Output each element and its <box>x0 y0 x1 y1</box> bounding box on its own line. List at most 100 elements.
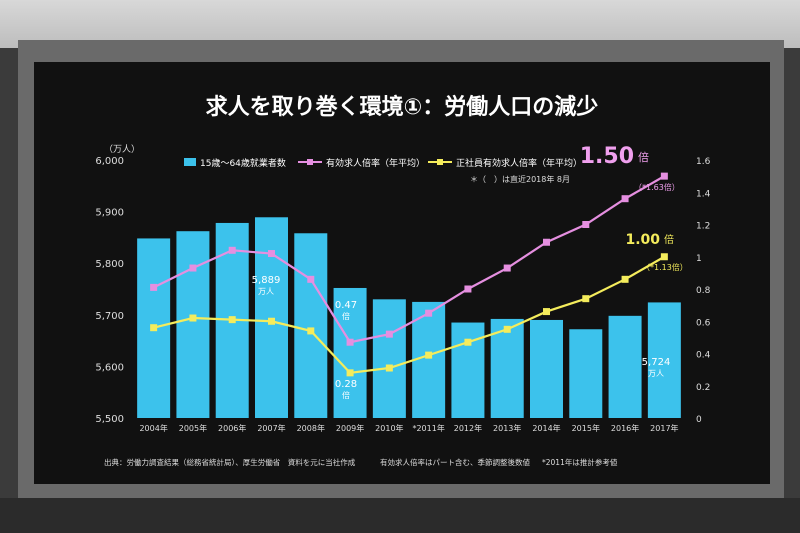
bar <box>255 217 288 418</box>
bar <box>372 299 406 418</box>
point-yellow <box>621 275 629 283</box>
right-tick-label: 1 <box>696 254 702 264</box>
x-tick-label: 2004年 <box>139 423 167 433</box>
slide-title: 求人を取り巻く環境①：労働人口の減少 <box>206 94 599 120</box>
right-tick-label: 0.6 <box>696 318 711 328</box>
right-tick-label: 0.4 <box>696 351 711 361</box>
left-tick-label: 5,700 <box>95 311 124 322</box>
point-pink <box>660 172 668 180</box>
annotation-2007-unit: 万人 <box>258 287 274 296</box>
bar <box>451 322 485 418</box>
x-tick-label: 2017年 <box>650 423 678 433</box>
annotation-yellow-end-unit: 倍 <box>664 233 674 246</box>
point-yellow <box>660 253 668 261</box>
bar <box>569 329 603 418</box>
point-pink <box>464 285 472 293</box>
legend-label-yellow: 正社員有効求人倍率（年平均） <box>456 157 582 169</box>
x-tick-label: 2009年 <box>336 423 364 433</box>
annotation-yellow-end-value: 1.00 <box>625 232 660 248</box>
point-yellow <box>268 317 275 325</box>
annotation-pink-recent: （*1.63倍） <box>634 182 680 192</box>
x-tick-label: 2015年 <box>572 423 600 433</box>
bar <box>490 318 524 418</box>
x-tick-label: 2007年 <box>257 423 285 433</box>
point-pink <box>543 238 550 246</box>
footer-source: 出典：労働力調査結果（総務省統計局）、厚生労働省 資料を元に当社作成 <box>104 457 356 467</box>
point-pink <box>582 221 590 228</box>
left-tick-label: 5,900 <box>95 208 124 219</box>
legend-label-bars: 15歳～64歳就業者数 <box>200 157 286 169</box>
legend-label-pink: 有効求人倍率（年平均） <box>326 157 425 169</box>
right-tick-label: 1.4 <box>696 189 711 199</box>
legend-swatch-bars <box>184 158 196 166</box>
point-pink <box>268 250 275 258</box>
annotation-pink-end-value: 1.50 <box>580 144 634 169</box>
point-pink <box>307 275 315 283</box>
annotation-2017-unit: 万人 <box>648 369 664 378</box>
point-pink <box>503 264 511 272</box>
annotation-pink-min-unit: 倍 <box>342 311 350 321</box>
left-axis-unit: （万人） <box>104 144 140 155</box>
left-tick-label: 5,500 <box>95 414 124 425</box>
legend-marker-pink <box>307 159 313 165</box>
annotation-pink-min-value: 0.47 <box>335 300 357 311</box>
x-tick-label: 2010年 <box>375 423 403 433</box>
right-tick-label: 1.6 <box>696 157 711 167</box>
line-yellow <box>153 255 665 375</box>
point-pink <box>189 264 197 272</box>
annotation-pink-end-unit: 倍 <box>638 150 649 164</box>
bar <box>608 315 642 418</box>
right-axis: 0 0.2 0.4 0.6 0.8 1 1.2 1.4 1.6 <box>696 157 711 425</box>
left-axis: 5,500 5,600 5,700 5,800 5,900 6,000 <box>95 156 124 425</box>
bar <box>176 231 210 418</box>
annotation-yellow-min-unit: 倍 <box>342 390 350 400</box>
point-yellow <box>346 369 354 377</box>
line-pink <box>153 175 665 344</box>
bar <box>647 302 681 418</box>
recent-note: ＊（ ）は直近2018年 8月 <box>470 174 570 184</box>
x-tick-label: 2006年 <box>218 423 246 433</box>
point-yellow <box>307 327 315 335</box>
x-tick-label: 2014年 <box>532 423 560 433</box>
x-tick-label: 2005年 <box>179 423 207 433</box>
point-yellow <box>503 325 511 333</box>
footer-note-2011: *2011年は推計参考値 <box>542 457 618 467</box>
annotation-2007-value: 5,889 <box>252 275 281 286</box>
point-pink <box>346 338 354 346</box>
right-tick-label: 0.2 <box>696 383 710 393</box>
bar <box>294 233 328 418</box>
annotation-yellow-min-value: 0.28 <box>335 379 357 390</box>
x-tick-label: 2008年 <box>297 423 325 433</box>
line-series <box>150 172 668 377</box>
bar <box>412 301 446 418</box>
room-floor <box>0 498 800 533</box>
point-yellow <box>464 338 472 346</box>
point-yellow <box>582 295 590 303</box>
footer-note-ratio: 有効求人倍率はパート含む、季節調整後数値 <box>380 457 530 467</box>
x-axis: 2004年 2005年 2006年 2007年 2008年 2009年 2010年 *2011… <box>139 423 678 433</box>
point-yellow <box>228 316 236 324</box>
bar-series <box>137 217 681 418</box>
right-tick-label: 0.8 <box>696 286 711 296</box>
point-yellow <box>385 364 393 372</box>
annotation-2017-value: 5,724 <box>642 357 671 368</box>
point-pink <box>385 330 393 338</box>
point-yellow <box>189 314 197 322</box>
x-tick-label: 2012年 <box>454 423 482 433</box>
x-tick-label: 2016年 <box>611 423 639 433</box>
legend: 15歳～64歳就業者数 有効求人倍率（年平均） 正社員有効求人倍率（年平均） ＊… <box>184 157 582 184</box>
left-tick-label: 5,800 <box>95 259 124 270</box>
bar <box>333 287 367 418</box>
annotation-yellow-recent: （*1.13倍） <box>642 262 688 272</box>
point-pink <box>228 246 236 254</box>
x-tick-label: *2011年 <box>412 423 444 433</box>
x-tick-label: 2013年 <box>493 423 521 433</box>
point-pink <box>621 195 629 203</box>
point-pink <box>150 283 158 291</box>
point-yellow <box>543 308 550 316</box>
point-yellow <box>150 324 158 332</box>
left-tick-label: 6,000 <box>95 156 124 167</box>
left-tick-label: 5,600 <box>95 362 124 373</box>
point-yellow <box>425 351 433 359</box>
legend-marker-yellow <box>437 159 443 165</box>
